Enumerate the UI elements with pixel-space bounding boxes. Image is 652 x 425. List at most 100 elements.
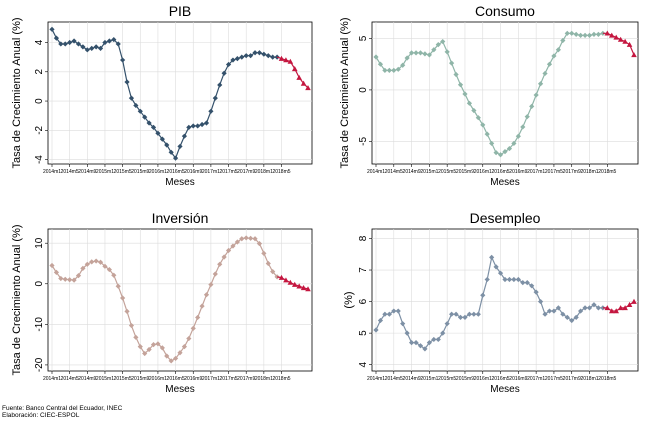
- consumo-observed-point: [382, 67, 388, 73]
- desempleo-observed-point: [484, 276, 490, 283]
- desempleo-forecast-point: [604, 305, 611, 311]
- inversion-x-tick-label: 2014m9: [78, 376, 96, 382]
- inversion-observed-point: [111, 272, 117, 278]
- pib-x-tick-label: 2018m5: [272, 169, 290, 175]
- inversion-observed-point: [80, 265, 86, 271]
- desempleo-observed-point: [377, 317, 384, 324]
- pib-forecast-point: [305, 85, 311, 91]
- consumo-chart: 2014m1 2014m5 2014m9 2015m1 2015m5 2015m9 2016…: [339, 3, 639, 188]
- inversion-forecast-point: [305, 286, 311, 292]
- consumo-observed-point: [520, 124, 526, 130]
- desempleo-x-tick-label: 2014m5: [385, 376, 403, 382]
- pib-observed-point: [150, 124, 157, 131]
- consumo-observed-point: [373, 54, 379, 60]
- pib-observed-point: [159, 136, 165, 142]
- desempleo-observed-point: [480, 292, 486, 298]
- inversion-observed-point: [71, 277, 77, 283]
- pib-y-tick-label: 0: [34, 98, 45, 104]
- inversion-observed-point: [195, 314, 201, 321]
- pib-observed-point: [270, 54, 276, 60]
- consumo-observed-point: [591, 31, 597, 37]
- pib-observed-point: [265, 53, 271, 59]
- pib-x-tick-label: 2015m5: [114, 169, 132, 175]
- pib-observed-point: [89, 45, 95, 51]
- consumo-observed-point: [497, 152, 504, 158]
- consumo-x-tick-label: 2016m1: [474, 169, 492, 175]
- desempleo-x-tick-label: 2015m5: [438, 376, 456, 382]
- inversion-observed-point: [120, 295, 126, 301]
- pib-observed-point: [243, 53, 249, 59]
- pib-observed-point: [208, 108, 214, 114]
- inversion-observed-point: [261, 250, 267, 256]
- pib-observed-point: [155, 130, 161, 136]
- consumo-observed-point: [444, 49, 450, 55]
- desempleo-observed-point: [560, 311, 566, 317]
- desempleo-observed-point: [586, 305, 593, 311]
- inversion-x-tick-label: 2015m5: [114, 376, 132, 382]
- consumo-observed-point: [586, 32, 593, 38]
- pib-observed-point: [168, 149, 174, 155]
- inversion-observed-point: [217, 261, 223, 267]
- desempleo-x-tick-label: 2015m1: [420, 376, 438, 382]
- desempleo-observed-point: [529, 283, 535, 289]
- desempleo-x-tick-label: 2018m5: [598, 376, 616, 382]
- consumo-observed-point: [386, 67, 392, 73]
- pib-observed-point: [164, 142, 170, 148]
- pib-y-tick-label: -2: [34, 125, 45, 134]
- inversion-title: Inversión: [152, 210, 209, 226]
- consumo-y-tick-label: 0: [358, 87, 369, 93]
- desempleo-y-tick-label: 5: [358, 330, 369, 336]
- inversion-observed-point: [53, 269, 60, 276]
- consumo-x-tick-label: 2016m9: [509, 169, 527, 175]
- pib-x-axis-label: Meses: [165, 177, 194, 188]
- pib-observed-point: [203, 120, 210, 126]
- desempleo-forecast-point: [622, 305, 628, 311]
- inversion-observed-point: [115, 283, 121, 289]
- desempleo-x-tick-label: 2015m9: [456, 376, 474, 382]
- pib-y-tick-label: 2: [34, 69, 45, 75]
- desempleo-x-tick-label: 2017m1: [527, 376, 545, 382]
- desempleo-observed-point: [453, 311, 459, 317]
- inversion-observed-point: [248, 235, 254, 241]
- consumo-observed-point: [449, 60, 455, 66]
- desempleo-y-tick-label: 6: [358, 298, 369, 304]
- consumo-observed-point: [471, 107, 477, 114]
- inversion-forecast-point: [296, 283, 302, 289]
- pib-forecast-point: [283, 57, 289, 63]
- inversion-observed-point: [159, 345, 165, 351]
- inversion-observed-point: [190, 325, 196, 331]
- pib-observed-point: [111, 36, 117, 43]
- pib-observed-point: [137, 108, 143, 114]
- consumo-y-tick-label: 5: [358, 35, 369, 41]
- pib-observed-point: [217, 82, 223, 88]
- pib-forecast-point: [296, 74, 302, 80]
- desempleo-observed-point: [449, 311, 455, 317]
- pib-observed-point: [71, 38, 77, 44]
- consumo-observed-point: [457, 82, 464, 88]
- inversion-observed-point: [128, 322, 135, 329]
- pib-x-tick-label: 2014m5: [61, 169, 79, 175]
- inversion-y-tick-label: -20: [34, 357, 45, 372]
- inversion-observed-point: [239, 236, 245, 242]
- pib-y-tick-label: 4: [34, 39, 45, 45]
- inversion-observed-point: [230, 243, 236, 249]
- consumo-observed-point: [408, 50, 415, 56]
- desempleo-observed-point: [569, 317, 575, 324]
- pib-observed-point: [177, 143, 183, 150]
- consumo-x-tick-label: 2014m5: [385, 169, 403, 175]
- desempleo-chart: 2014m1 2014m5 2014m9 2015m1 2015m5 2015m9 2016…: [343, 210, 639, 395]
- inversion-x-tick-label: 2014m1: [43, 376, 61, 382]
- desempleo-observed-point: [462, 314, 468, 320]
- inversion-observed-point: [155, 341, 161, 347]
- consumo-y-tick-label: -5: [358, 136, 369, 145]
- footer-prepared-by: Elaboración: CIEC-ESPOL: [2, 412, 80, 419]
- desempleo-observed-point: [386, 311, 392, 317]
- inversion-observed-point: [75, 273, 82, 279]
- desempleo-observed-point: [471, 311, 477, 317]
- inversion-observed-point: [150, 342, 157, 348]
- inversion-observed-point: [221, 254, 227, 260]
- pib-observed-point: [115, 41, 121, 47]
- desempleo-observed-point: [582, 305, 588, 311]
- consumo-observed-point: [529, 103, 535, 109]
- pib-observed-point: [186, 124, 192, 131]
